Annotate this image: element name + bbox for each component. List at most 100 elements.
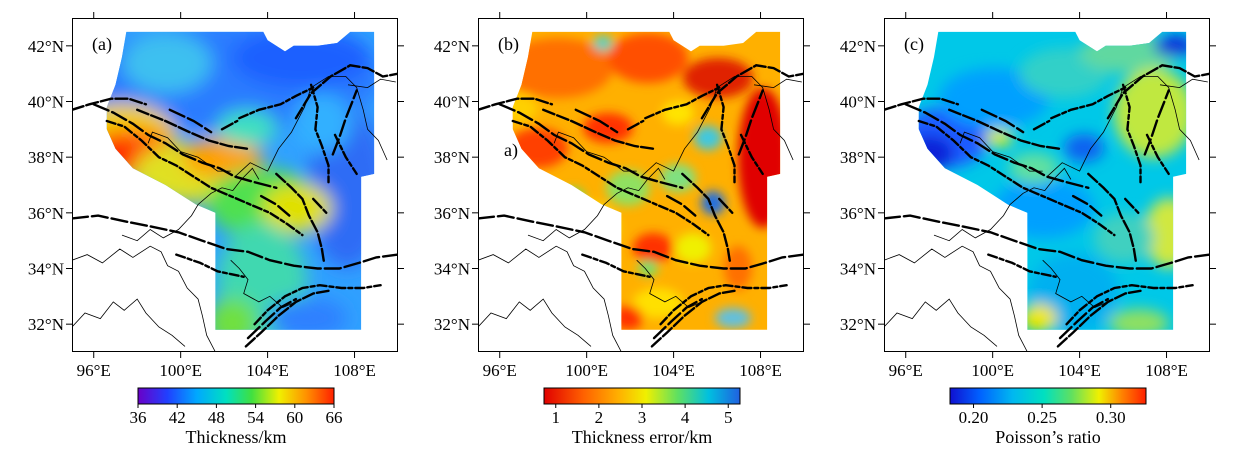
lon-tick-label: 108°E — [333, 361, 376, 380]
boundary-line — [478, 245, 622, 352]
colorbar-tick-label: 66 — [326, 408, 343, 427]
fault-line — [175, 253, 245, 278]
panel-a-field — [106, 31, 375, 330]
fault-line — [644, 86, 721, 120]
boundary-line — [147, 131, 231, 172]
lat-tick-label: 40°N — [28, 93, 64, 112]
lat-tick-label: 40°N — [434, 93, 470, 112]
fault-line — [244, 289, 330, 348]
fault-line — [1065, 283, 1194, 326]
fault-line — [581, 253, 651, 278]
fault-line — [92, 103, 278, 189]
fault-line — [1071, 194, 1103, 217]
lon-tick-label: 104°E — [1058, 361, 1101, 380]
lon-tick-label: 104°E — [652, 361, 695, 380]
fault-line — [1124, 197, 1140, 214]
map-lines — [72, 64, 398, 352]
fault-line — [652, 297, 704, 340]
lat-tick-label: 34°N — [434, 260, 470, 279]
boundary-line — [72, 298, 186, 347]
fault-line — [1058, 297, 1110, 340]
colorbar — [949, 387, 1147, 405]
map-lines — [884, 64, 1210, 352]
colorbar-tick-label: 4 — [681, 408, 690, 427]
panel-a-crustal-thickness — [106, 31, 375, 330]
fault-line — [511, 119, 710, 237]
lat-tick-label: 42°N — [840, 37, 876, 56]
fault-line — [478, 214, 804, 270]
panel-c-overlay: 96°E 100°E 104°E 108°E 42°N 40°N 38°N 36°N 34°N 3… — [840, 12, 1216, 447]
colorbar-tick-label: 36 — [130, 408, 147, 427]
boundary-line — [884, 245, 1028, 352]
lat-tick-label: 38°N — [28, 148, 64, 167]
panel-b-field — [512, 31, 781, 330]
lon-tick-label: 100°E — [971, 361, 1014, 380]
fault-line — [650, 289, 736, 348]
lon-tick-label: 108°E — [739, 361, 782, 380]
panel-tag: (a) — [92, 34, 112, 55]
fault-line — [72, 214, 398, 270]
fault-line — [478, 97, 554, 111]
fault-line — [168, 108, 213, 134]
fault-line — [275, 172, 326, 265]
fault-line — [309, 83, 330, 184]
colorbar-tick-label: 0.25 — [1027, 408, 1057, 427]
colorbar-title: Thickness error/km — [572, 427, 712, 447]
lat-tick-label: 42°N — [28, 37, 64, 56]
fault-line — [1106, 64, 1210, 120]
fault-line — [1032, 119, 1051, 131]
boundary-line — [347, 78, 396, 89]
fault-line — [904, 103, 1090, 189]
fault-line — [737, 89, 764, 156]
boundary-line — [553, 131, 637, 172]
panel-c-field — [918, 31, 1187, 330]
lon-tick-label: 96°E — [77, 361, 111, 380]
colorbar-tick-label: 1 — [552, 408, 561, 427]
fault-line — [917, 119, 1116, 237]
fault-line — [626, 119, 645, 131]
panel-tag: (c) — [904, 34, 924, 55]
fault-line — [238, 86, 315, 120]
fault-line — [246, 297, 298, 340]
fault-line — [220, 119, 239, 131]
boundary-line — [72, 245, 216, 352]
fault-line — [715, 83, 736, 184]
lat-tick-label: 36°N — [28, 204, 64, 223]
panel-b-thickness-error — [512, 31, 781, 330]
lon-tick-label: 100°E — [565, 361, 608, 380]
boundary-line — [234, 76, 388, 177]
colorbar-tick-label: 48 — [208, 408, 225, 427]
colorbar-tick-label: 42 — [169, 408, 186, 427]
boundary-line — [230, 259, 297, 308]
boundary-line — [1042, 259, 1109, 308]
fault-line — [259, 194, 291, 217]
boundary-line — [884, 298, 998, 347]
boundary-line — [753, 78, 802, 89]
map-lines — [478, 64, 804, 352]
map-frame — [478, 18, 804, 352]
colorbar-tick-label: 0.30 — [1096, 408, 1126, 427]
fault-line — [331, 89, 358, 156]
colorbar-title: Poisson’s ratio — [995, 427, 1101, 447]
fault-line — [1056, 289, 1142, 348]
fault-line — [718, 197, 734, 214]
lat-tick-label: 32°N — [434, 315, 470, 334]
fault-line — [659, 283, 788, 326]
lat-tick-label: 36°N — [840, 204, 876, 223]
panel-c-poissons-ratio — [918, 31, 1187, 330]
colorbar-tick-label: 2 — [595, 408, 604, 427]
lat-tick-label: 34°N — [28, 260, 64, 279]
fault-line — [884, 97, 960, 111]
fault-line — [1050, 86, 1127, 120]
lat-tick-label: 38°N — [840, 148, 876, 167]
colorbar — [137, 387, 335, 405]
fault-line — [333, 133, 358, 176]
fault-line — [542, 108, 656, 150]
fault-line — [72, 97, 148, 111]
panel-tag: (b) — [498, 34, 519, 55]
lat-tick-label: 42°N — [434, 37, 470, 56]
map-frame — [884, 18, 1210, 352]
map-frame — [72, 18, 398, 352]
lat-tick-label: 32°N — [28, 315, 64, 334]
